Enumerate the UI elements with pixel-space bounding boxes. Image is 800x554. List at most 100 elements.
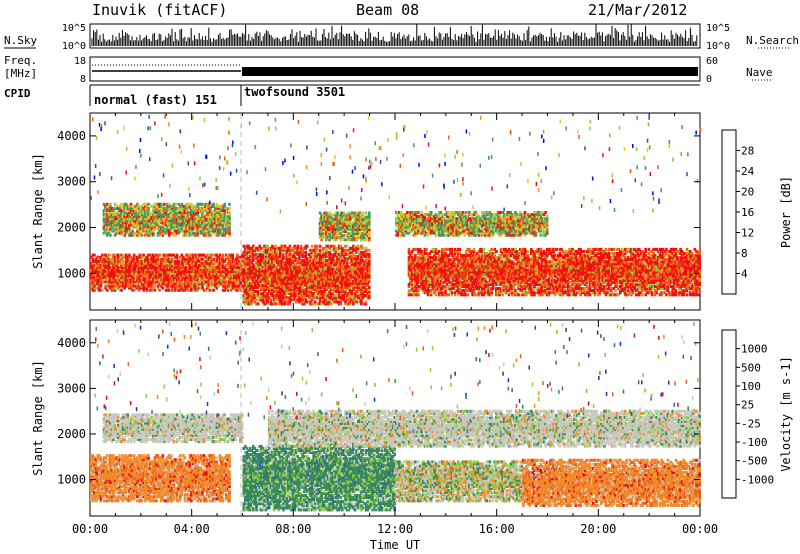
heatmap-cell [190, 202, 193, 206]
heatmap-cell [172, 213, 176, 217]
heatmap-cell [287, 269, 290, 273]
heatmap-cell [167, 225, 171, 229]
heatmap-cell [220, 274, 223, 278]
heatmap-cell [337, 302, 341, 306]
heatmap-cell [333, 213, 336, 217]
heatmap-cell [361, 271, 365, 275]
heatmap-cell [113, 274, 117, 278]
heatmap-cell [148, 217, 152, 221]
heatmap-cell [341, 294, 344, 298]
heatmap-cell [126, 227, 130, 231]
heatmap-cell [250, 283, 253, 287]
heatmap-cell [193, 223, 196, 227]
heatmap-cell [344, 230, 347, 233]
heatmap-cell [242, 250, 246, 254]
heatmap-cell [285, 265, 288, 269]
heatmap-cell [209, 211, 212, 214]
heatmap-cell [337, 215, 341, 219]
heatmap-cell [207, 259, 211, 263]
heatmap-cell [353, 225, 357, 229]
heatmap-cell [121, 278, 125, 282]
heatmap-cell [101, 268, 104, 272]
heatmap-cell [164, 284, 168, 288]
heatmap-cell [163, 282, 166, 286]
heatmap-cell [105, 278, 109, 282]
heatmap-cell [190, 257, 193, 261]
heatmap-cell [110, 280, 114, 284]
heatmap-cell [244, 290, 247, 293]
heatmap-cell [171, 268, 174, 272]
heatmap-cell [185, 280, 188, 284]
heatmap-cell [137, 219, 141, 223]
heatmap-cell [364, 230, 368, 233]
heatmap-cell [350, 283, 354, 287]
heatmap-cell [207, 253, 211, 257]
heatmap-cell [363, 252, 366, 256]
heatmap-cell [279, 298, 282, 302]
heatmap-cell [323, 257, 327, 261]
heatmap-cell [326, 217, 330, 221]
heatmap-cell [253, 298, 257, 302]
heatmap-cell [266, 296, 269, 300]
heatmap-cell [341, 292, 344, 296]
heatmap-cell [291, 294, 295, 298]
heatmap-cell [194, 288, 198, 292]
heatmap-cell [234, 268, 238, 272]
heatmap-cell [198, 229, 201, 233]
heatmap-cell [279, 271, 282, 275]
heatmap-cell [245, 248, 249, 252]
heatmap-cell [137, 284, 141, 288]
heatmap-cell [309, 277, 312, 281]
heatmap-cell [244, 257, 247, 261]
heatmap-cell [225, 227, 228, 231]
heatmap-cell [229, 272, 233, 276]
heatmap-cell [185, 217, 188, 221]
heatmap-cell [361, 219, 365, 223]
heatmap-cell [364, 277, 368, 281]
heatmap-cell [294, 279, 298, 283]
heatmap-cell [120, 223, 123, 227]
heatmap-cell [366, 267, 369, 271]
heatmap-cell [113, 213, 117, 217]
heatmap-cell [110, 282, 114, 286]
heatmap-cell [161, 215, 165, 219]
heatmap-cell [139, 217, 142, 221]
heatmap-cell [90, 261, 93, 265]
heatmap-cell [221, 284, 225, 288]
heatmap-cell [158, 217, 161, 221]
heatmap-cell [275, 277, 279, 281]
heatmap-cell [285, 248, 288, 252]
heatmap-cell [207, 280, 211, 284]
heatmap-cell [152, 263, 155, 267]
heatmap-cell [196, 215, 199, 219]
heatmap-cell [256, 281, 260, 285]
heatmap-cell [148, 280, 152, 284]
heatmap-cell [150, 221, 153, 225]
heatmap-cell [96, 276, 99, 280]
heatmap-cell [124, 276, 128, 280]
heatmap-cell [356, 281, 360, 285]
heatmap-cell [169, 206, 172, 210]
heatmap-cell [412, 272, 416, 276]
heatmap-cell [97, 272, 101, 276]
heatmap-cell [417, 293, 420, 297]
heatmap-cell [218, 206, 222, 210]
heatmap-cell [144, 202, 147, 206]
heatmap-cell [267, 275, 271, 279]
heatmap-cell [244, 269, 247, 273]
heatmap-cell [291, 277, 295, 281]
cpid-panel: CPID normal (fast) 151 twofsound 3501 [4, 84, 700, 107]
heatmap-cell [283, 267, 287, 271]
heatmap-cell [414, 282, 417, 286]
heatmap-cell [360, 300, 363, 304]
heatmap-cell [296, 246, 300, 250]
heatmap-cell [217, 280, 220, 284]
heatmap-cell [242, 244, 246, 248]
heatmap-cell [341, 267, 344, 271]
heatmap-cell [290, 283, 293, 287]
heatmap-cell [312, 267, 315, 271]
heatmap-cell [333, 238, 336, 242]
heatmap-cell [207, 270, 211, 274]
heatmap-cell [164, 213, 168, 217]
heatmap-cell [350, 267, 354, 271]
